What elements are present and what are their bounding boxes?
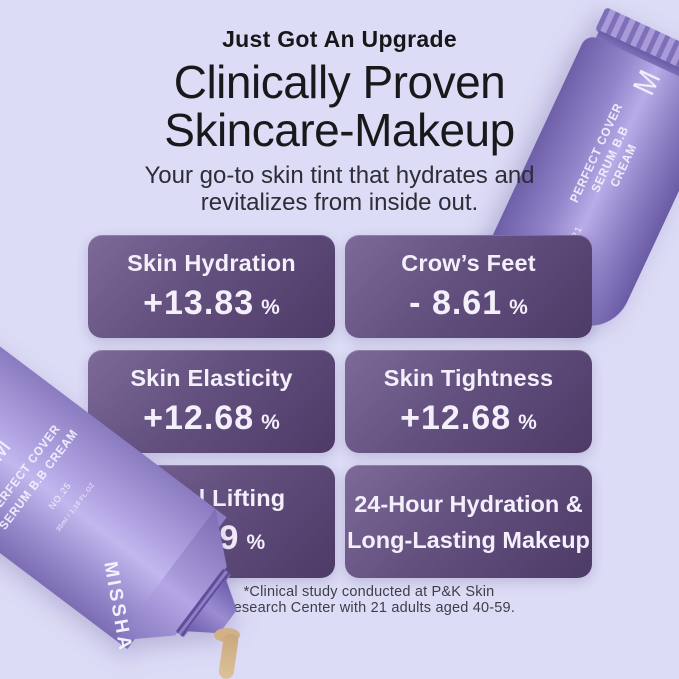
- stat-label: Crow’s Feet: [401, 250, 536, 276]
- stat-value: +12.68 %: [400, 399, 537, 438]
- subtitle: Your go-to skin tint that hydrates and r…: [0, 162, 679, 216]
- stat-label-line2: Long-Lasting Makeup: [347, 526, 590, 553]
- stat-card-skin-tightness: Skin Tightness +12.68 %: [345, 350, 592, 453]
- clinical-footnote-line1: *Clinical study conducted at P&K Skin: [243, 584, 495, 600]
- stat-unit: %: [518, 411, 537, 434]
- stat-card-skin-hydration: Skin Hydration +13.83 %: [88, 235, 335, 338]
- stat-label-line1: 24-Hour Hydration &: [354, 490, 583, 517]
- clinical-footnote-line2: Research Center with 21 adults aged 40-5…: [222, 600, 516, 616]
- stat-label: Skin Tightness: [383, 365, 554, 391]
- stat-number: +12.68: [143, 399, 255, 437]
- stat-unit: %: [261, 296, 280, 319]
- stat-number: - 8.61: [409, 284, 503, 322]
- tube-shade-label: NO.25: [46, 479, 74, 511]
- kicker-text: Just Got An Upgrade: [222, 26, 457, 52]
- stat-label: 24-Hour Hydration & Long-Lasting Makeup: [347, 486, 590, 558]
- page-title-line2: Skincare-Makeup: [164, 104, 515, 156]
- stat-card-crows-feet: Crow’s Feet - 8.61 %: [345, 235, 592, 338]
- stat-value: +12.68 %: [143, 399, 280, 438]
- stat-value: +13.83 %: [143, 284, 280, 323]
- stat-unit: %: [246, 531, 266, 554]
- stat-label: Skin Elasticity: [130, 365, 293, 391]
- subtitle-line2: revitalizes from inside out.: [200, 189, 479, 216]
- missha-m-logo-icon: M: [0, 431, 18, 467]
- clinical-footnote: *Clinical study conducted at P&K Skin Re…: [189, 584, 549, 616]
- stat-number: +13.83: [143, 284, 255, 322]
- subtitle-line1: Your go-to skin tint that hydrates and: [144, 162, 535, 189]
- page-title-line1: Clinically Proven: [173, 56, 506, 108]
- stat-value: - 8.61 %: [409, 284, 528, 323]
- page-title: Clinically Proven Skincare-Makeup: [0, 58, 679, 154]
- stat-card-24-hour-hydration: 24-Hour Hydration & Long-Lasting Makeup: [345, 465, 592, 578]
- stat-label: Skin Hydration: [127, 250, 296, 276]
- stat-number: +12.68: [400, 399, 512, 437]
- stat-card-skin-elasticity: Skin Elasticity +12.68 %: [88, 350, 335, 453]
- stat-unit: %: [509, 296, 528, 319]
- stat-unit: %: [261, 411, 280, 434]
